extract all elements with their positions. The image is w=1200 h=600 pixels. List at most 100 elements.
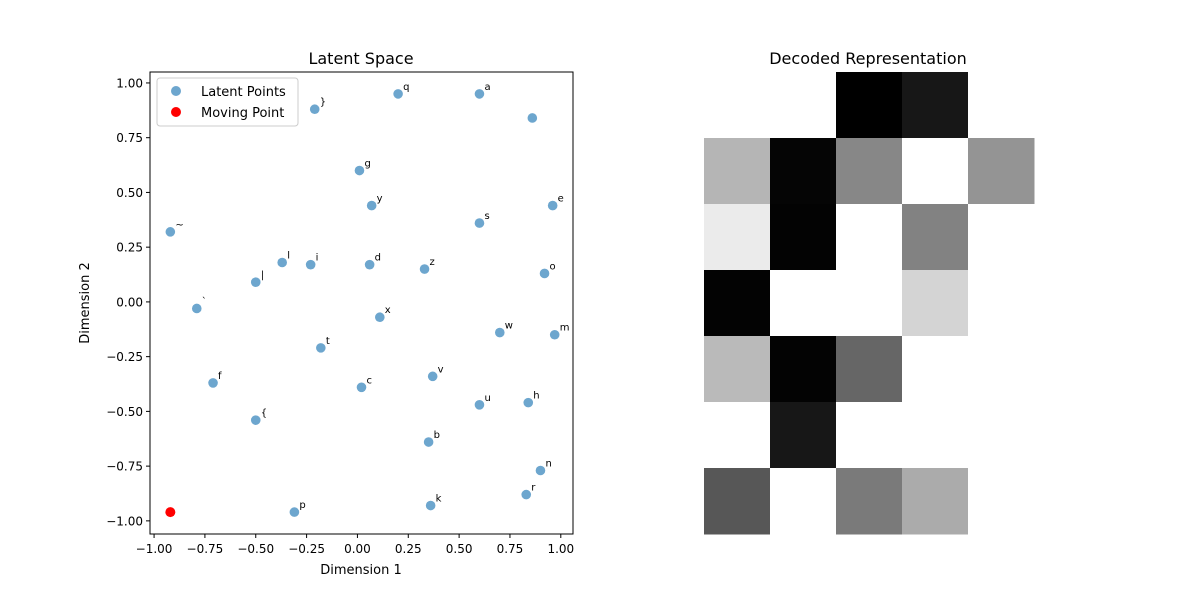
latent-point: [356, 382, 367, 393]
x-tick-label: −0.25: [288, 542, 325, 556]
heatmap-cell: [968, 204, 1035, 271]
point-label: e: [558, 194, 564, 205]
x-tick-label: −0.75: [187, 542, 224, 556]
heatmap-cell: [770, 138, 837, 205]
moving-point: [165, 507, 176, 518]
latent-space-chart: Latent Space −1.00 −0.75 −0.50 −0.25 0.00 0.2…: [78, 49, 574, 578]
heatmap-cell: [704, 468, 771, 535]
x-tick-label: 0.50: [446, 542, 473, 556]
point-label: h: [533, 391, 539, 402]
heatmap-title: Decoded Representation: [769, 49, 967, 68]
x-tick-label: 0.00: [344, 542, 371, 556]
legend-label-latent-points: Latent Points: [201, 85, 286, 100]
heatmap-cell: [836, 468, 903, 535]
latent-point: [527, 113, 538, 123]
y-tick-label: −0.75: [106, 460, 143, 474]
latent-point: [316, 343, 326, 353]
latent-point: [474, 400, 485, 410]
heatmap-cell: [704, 336, 771, 403]
heatmap-cell: [902, 270, 969, 337]
decoded-representation-chart: Decoded Representation: [704, 49, 1035, 535]
heatmap-cell: [902, 402, 969, 469]
latent-point: [427, 371, 438, 382]
latent-point: [354, 165, 365, 176]
chart-title: Latent Space: [308, 49, 413, 68]
y-axis-ticks: −1.00 −0.75 −0.50 −0.25 0.00 0.25 0.50 0.75 1.00: [106, 76, 150, 528]
x-tick-label: 0.25: [395, 542, 422, 556]
heatmap-cell: [902, 468, 969, 535]
latent-point: [277, 257, 287, 268]
point-label: g: [364, 159, 370, 170]
heatmap-cell: [836, 138, 903, 205]
latent-point: [309, 104, 320, 115]
heatmap-cell: [968, 138, 1035, 205]
point-label: w: [505, 321, 513, 332]
y-tick-label: 0.00: [116, 295, 143, 309]
latent-point: [494, 327, 505, 338]
point-label: c: [367, 375, 373, 386]
point-label: l: [287, 250, 290, 261]
scatter-points: [165, 89, 560, 518]
latent-point: [423, 437, 434, 447]
latent-point: [419, 264, 430, 274]
latent-point: [375, 312, 385, 323]
latent-point: [425, 500, 436, 511]
y-tick-label: 1.00: [116, 76, 143, 90]
x-tick-label: 0.75: [497, 542, 524, 556]
heatmap-cell: [968, 72, 1035, 139]
latent-point: [305, 259, 316, 270]
latent-point: [165, 227, 176, 237]
y-tick-label: 0.50: [116, 186, 143, 200]
point-label: r: [531, 483, 536, 494]
latent-point: [366, 200, 377, 211]
x-tick-label: −1.00: [136, 542, 173, 556]
heatmap-cell: [836, 204, 903, 271]
y-tick-label: −0.50: [106, 405, 143, 419]
latent-point: [208, 378, 218, 388]
point-label: {: [261, 408, 267, 419]
x-tick-label: 1.00: [547, 542, 574, 556]
heatmap-cell: [902, 204, 969, 271]
point-label: x: [385, 305, 391, 316]
point-label: m: [560, 323, 570, 334]
point-label: k: [436, 494, 442, 505]
heatmap-cell: [902, 138, 969, 205]
point-label: s: [484, 211, 489, 222]
heatmap-cell: [704, 138, 771, 205]
latent-point: [250, 277, 261, 287]
point-label: v: [438, 364, 444, 375]
point-label: p: [299, 500, 305, 511]
point-label: i: [316, 253, 319, 264]
heatmap-cell: [902, 336, 969, 403]
point-label: `: [202, 295, 207, 307]
heatmap-cell: [836, 402, 903, 469]
latent-point: [521, 489, 532, 500]
latent-point: [191, 303, 202, 314]
heatmap-cells: [704, 72, 1035, 535]
x-axis-label: Dimension 1: [320, 563, 402, 578]
heatmap-cell: [836, 336, 903, 403]
y-tick-label: −1.00: [106, 514, 143, 528]
point-label: a: [484, 82, 490, 93]
point-label: |: [261, 270, 264, 281]
heatmap-cell: [770, 336, 837, 403]
legend-marker-moving-point: [171, 107, 181, 117]
heatmap-cell: [704, 204, 771, 271]
heatmap-cell: [770, 72, 837, 139]
point-label: f: [218, 371, 222, 382]
point-label: t: [326, 336, 330, 347]
latent-point: [539, 268, 550, 279]
heatmap-cell: [704, 72, 771, 139]
heatmap-cell: [968, 336, 1035, 403]
legend-box: [156, 77, 299, 127]
plot-frame: [149, 71, 574, 535]
heatmap-cell: [704, 402, 771, 469]
latent-point: [393, 89, 403, 99]
point-label: u: [484, 393, 490, 404]
heatmap-cell: [770, 270, 837, 337]
heatmap-cell: [968, 468, 1035, 535]
latent-point: [474, 218, 485, 228]
latent-point: [547, 200, 558, 211]
